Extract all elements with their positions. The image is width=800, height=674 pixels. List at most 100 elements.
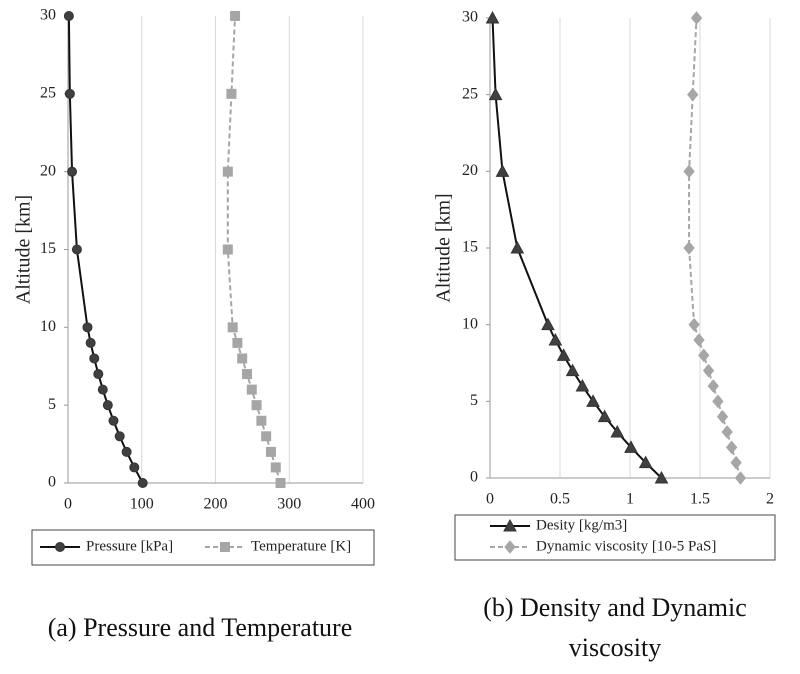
marker — [556, 348, 571, 361]
marker — [232, 337, 243, 348]
marker — [251, 400, 262, 411]
legend-box — [31, 529, 375, 566]
marker — [690, 11, 703, 25]
x-tick-label: 1.5 — [690, 491, 710, 508]
y-tick-label: 15 — [462, 239, 478, 256]
caption: (a) Pressure and Temperature — [47, 613, 353, 642]
marker — [541, 317, 555, 331]
x-tick-label: 200 — [204, 496, 228, 513]
marker — [114, 431, 125, 442]
marker — [265, 446, 276, 457]
marker — [548, 332, 563, 346]
marker — [654, 470, 669, 484]
marker — [222, 166, 233, 177]
y-tick-label: 15 — [40, 240, 56, 257]
marker — [63, 11, 74, 21]
marker — [67, 166, 78, 177]
marker — [121, 446, 132, 457]
y-tick-label: 5 — [470, 392, 478, 409]
marker — [82, 322, 93, 333]
marker — [137, 478, 148, 488]
y-tick-label: 25 — [462, 85, 478, 102]
marker — [495, 164, 510, 177]
marker — [275, 478, 286, 488]
marker — [702, 363, 715, 378]
x-tick-label: 400 — [351, 496, 375, 513]
marker — [85, 337, 96, 348]
y-tick-label: 30 — [462, 9, 478, 26]
marker — [270, 462, 281, 473]
axis-title: Altitude [km] — [433, 193, 455, 302]
marker — [734, 471, 747, 485]
y-tick-label: 10 — [462, 315, 478, 332]
marker — [565, 363, 580, 377]
legend-label: Desity [kg/m3] — [536, 517, 627, 533]
marker — [693, 333, 705, 347]
marker — [698, 348, 710, 363]
y-tick-label: 25 — [40, 85, 56, 102]
marker — [227, 322, 238, 333]
marker — [503, 518, 517, 532]
legend-label: Temperature [K] — [251, 538, 351, 554]
marker — [712, 394, 724, 409]
series-line — [688, 17, 742, 479]
axis-title: Altitude [km] — [13, 195, 35, 304]
marker — [716, 409, 729, 424]
marker — [246, 384, 257, 395]
marker — [93, 369, 104, 380]
marker — [89, 353, 100, 364]
marker — [220, 542, 230, 552]
marker — [586, 394, 600, 407]
marker — [222, 244, 233, 255]
marker — [256, 415, 267, 426]
marker — [707, 379, 719, 393]
x-tick-label: 0 — [64, 496, 72, 513]
x-tick-label: 0 — [486, 491, 494, 508]
marker — [504, 540, 516, 554]
marker — [97, 384, 108, 395]
series-line — [226, 15, 282, 484]
x-tick-label: 100 — [130, 496, 154, 513]
marker — [230, 11, 241, 21]
marker — [730, 455, 742, 470]
marker — [683, 164, 695, 179]
y-tick-label: 20 — [462, 162, 478, 179]
marker — [721, 425, 733, 439]
marker — [575, 378, 590, 392]
marker — [488, 87, 503, 101]
marker — [129, 462, 140, 473]
y-tick-label: 5 — [48, 396, 56, 413]
marker — [485, 10, 500, 24]
marker — [261, 431, 272, 442]
x-tick-label: 2 — [766, 491, 774, 508]
y-tick-label: 10 — [40, 318, 56, 335]
marker — [597, 409, 612, 423]
marker — [71, 244, 82, 255]
x-tick-label: 0.5 — [550, 491, 570, 508]
y-tick-label: 0 — [470, 469, 478, 486]
legend-label: Dynamic viscosity [10-5 PaS] — [536, 538, 716, 554]
marker — [226, 88, 237, 99]
marker — [108, 415, 119, 426]
marker — [624, 440, 638, 453]
x-tick-label: 1 — [626, 491, 634, 508]
marker — [102, 400, 113, 411]
marker — [638, 455, 653, 469]
marker — [55, 542, 65, 552]
marker — [510, 240, 525, 254]
y-tick-label: 30 — [40, 7, 56, 24]
marker — [688, 317, 700, 332]
marker — [683, 241, 695, 255]
y-tick-label: 20 — [40, 162, 56, 179]
marker — [237, 353, 248, 364]
marker — [64, 88, 75, 99]
legend-label: Pressure [kPa] — [86, 538, 173, 554]
marker — [610, 424, 625, 438]
y-tick-label: 0 — [48, 474, 56, 491]
marker — [687, 87, 699, 102]
caption: (b) Density and Dynamic viscosity — [483, 593, 747, 662]
marker — [725, 440, 738, 455]
x-tick-label: 300 — [277, 496, 301, 513]
